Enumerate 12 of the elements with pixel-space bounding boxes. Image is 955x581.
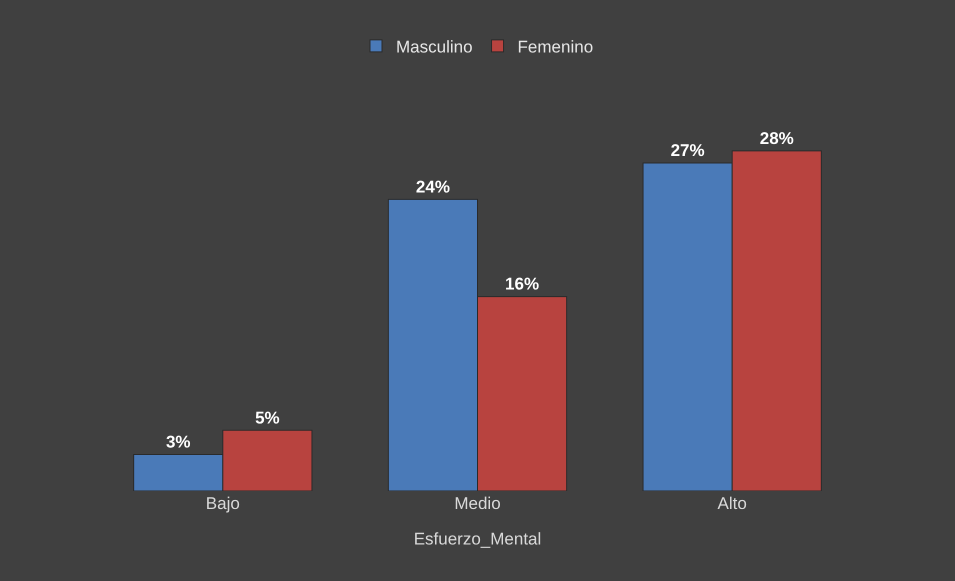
data-label: 3% bbox=[166, 432, 191, 452]
x-tick-label: Bajo bbox=[206, 494, 240, 513]
data-label: 28% bbox=[760, 128, 794, 148]
data-label: 24% bbox=[416, 177, 450, 196]
x-axis-title: Esfuerzo_Mental bbox=[414, 529, 542, 548]
data-label: 27% bbox=[670, 140, 705, 160]
legend-label: Masculino bbox=[396, 37, 473, 56]
data-label: 16% bbox=[505, 274, 540, 294]
legend-label: Femenino bbox=[518, 37, 594, 56]
x-tick-label: Alto bbox=[718, 494, 747, 513]
data-label: 5% bbox=[255, 408, 280, 428]
x-tick-label: Medio bbox=[454, 494, 501, 513]
